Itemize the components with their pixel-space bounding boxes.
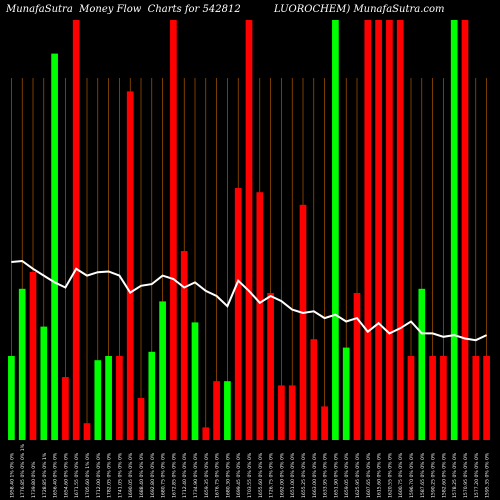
tick-label: 1703.55 0% 0% 0%: [247, 452, 253, 498]
tick-label: 1656.40 0% 0% 0%: [53, 452, 59, 498]
bar: [8, 356, 15, 440]
bar: [245, 20, 253, 440]
bar: [342, 347, 350, 440]
tick-label: 1654.60 0% 0% 0%: [63, 452, 69, 498]
price-line: [11, 259, 488, 342]
bar: [288, 385, 296, 440]
tick-label: 1596.70 0% 0% 0%: [409, 452, 415, 498]
bar: [94, 360, 102, 440]
tick-label: 1600.75 0% 0% 0%: [398, 452, 404, 498]
tick-label: 1726.75 0% 0% 0%: [269, 452, 275, 498]
tick-label: 1578.25 0% 0% 0%: [452, 452, 458, 498]
tick-label: 1633.95 0% 0% 0%: [323, 452, 329, 498]
tick-label: 1655.25 0% 0% 0%: [301, 452, 307, 498]
bar: [170, 20, 177, 440]
chart-title-right: LUOROCHEM) MunafaSutra.com: [274, 4, 445, 15]
tick-label: 1680.75 0% 0% 0%: [161, 452, 167, 498]
tick-label: 1615.60 0% 0% 0%: [377, 452, 383, 498]
bar: [321, 406, 328, 440]
bar: [332, 20, 339, 440]
bar: [310, 339, 318, 440]
bar: [440, 356, 447, 440]
bar: [105, 356, 112, 440]
bar: [159, 301, 166, 440]
bar: [137, 398, 145, 440]
tick-label: 1712.40 0% 0% 0%: [182, 452, 188, 498]
bar: [450, 20, 458, 440]
bar: [407, 356, 415, 440]
bar: [213, 381, 220, 440]
bar: [418, 288, 426, 440]
bar: [40, 326, 48, 440]
tick-label: 1672.85 0% 0% 0%: [171, 452, 177, 498]
tick-label: 1651.90 0% 0% 0%: [333, 452, 339, 498]
bar: [202, 427, 210, 440]
bar: [364, 20, 372, 440]
bar: [224, 381, 231, 440]
bar: [83, 423, 91, 440]
bar: [472, 356, 480, 440]
bar: [256, 192, 264, 440]
bar: [375, 20, 382, 440]
tick-label: 1663.00 0% 0% 0%: [312, 452, 318, 498]
tick-label: 1671.55 0% 0% 0%: [74, 452, 80, 498]
tick-label: 1570.95 0% 0% 0%: [463, 452, 469, 498]
tick-label: 1607.65 0% 0% 0%: [366, 452, 372, 498]
tick-label: 1676.75 0% 0% 0%: [215, 452, 221, 498]
tick-label: 1688.40 0% 0% 0%: [139, 452, 145, 498]
bar: [191, 322, 199, 440]
tick-label: 1699.45 0% 0% 0%: [236, 452, 242, 498]
tick-label: 1690.05 0% 0% 0%: [128, 452, 134, 498]
tick-label: 1692.80 0% 0% 0%: [150, 452, 156, 498]
bar: [429, 356, 436, 440]
tick-label: 1590.25 0% 0% 0%: [431, 452, 437, 498]
tick-label: 1625.95 0% 0% 0%: [355, 452, 361, 498]
bar: [18, 288, 26, 440]
bar: [278, 385, 285, 440]
tick-label: 1705.60 0% 1% 0%: [85, 452, 91, 498]
tick-label: 1651.00 0% 0% 0%: [290, 452, 296, 498]
tick-label: 1659.35 0% 0% 0%: [204, 452, 210, 498]
tick-label: 1782.05 0% 0% 0%: [107, 452, 113, 498]
bar: [72, 20, 80, 440]
tick-label: 1577.20 0% 0% 0%: [474, 452, 480, 498]
tick-label: 1692.00 0% 0% 0%: [279, 452, 285, 498]
tick-label: 1712.00 0% 0% 0%: [96, 452, 102, 498]
bar: [234, 188, 242, 440]
bar: [461, 20, 469, 440]
bar: [299, 204, 307, 440]
tick-label: 1582.60 0% 0% 0%: [441, 452, 447, 498]
bar: [148, 351, 156, 440]
tick-label: 1728.85 0% 0% 1%: [42, 452, 48, 498]
tick-label: 1680.30 0% 0% 0%: [225, 452, 231, 498]
tick-label: 1958.40 1% 0% 0%: [9, 452, 15, 498]
bar: [29, 272, 37, 440]
bar: [126, 91, 134, 441]
bar: [62, 377, 69, 440]
tick-label: 1595.35 0% 0% 0%: [485, 452, 491, 498]
chart-title: MunafaSutra Money Flow Charts for 542812…: [6, 4, 494, 20]
bar: [51, 53, 58, 440]
bar: [483, 356, 490, 440]
tick-label: 1620.55 0% 0% 0%: [387, 452, 393, 498]
tick-label: 1659.05 0% 0% 0%: [344, 452, 350, 498]
bar: [396, 20, 404, 440]
chart-title-left: MunafaSutra Money Flow Charts for 542812: [6, 4, 241, 15]
tick-label: 1655.60 0% 0% 0%: [258, 452, 264, 498]
bar: [116, 356, 123, 440]
tick-label: 1587.65 0% 0% 0%: [420, 452, 426, 498]
bar: [267, 293, 274, 440]
tick-label: 1741.05 0% 0% 0%: [117, 452, 123, 498]
bar: [180, 251, 188, 440]
bar: [386, 20, 393, 440]
tick-label: 1734.90 0% 0% 0%: [193, 452, 199, 498]
bar: [353, 293, 361, 440]
tick-label: 1776.85 0% 0% 0% 1%: [20, 443, 26, 498]
tick-label: 1739.80 0% 0%: [31, 461, 37, 498]
